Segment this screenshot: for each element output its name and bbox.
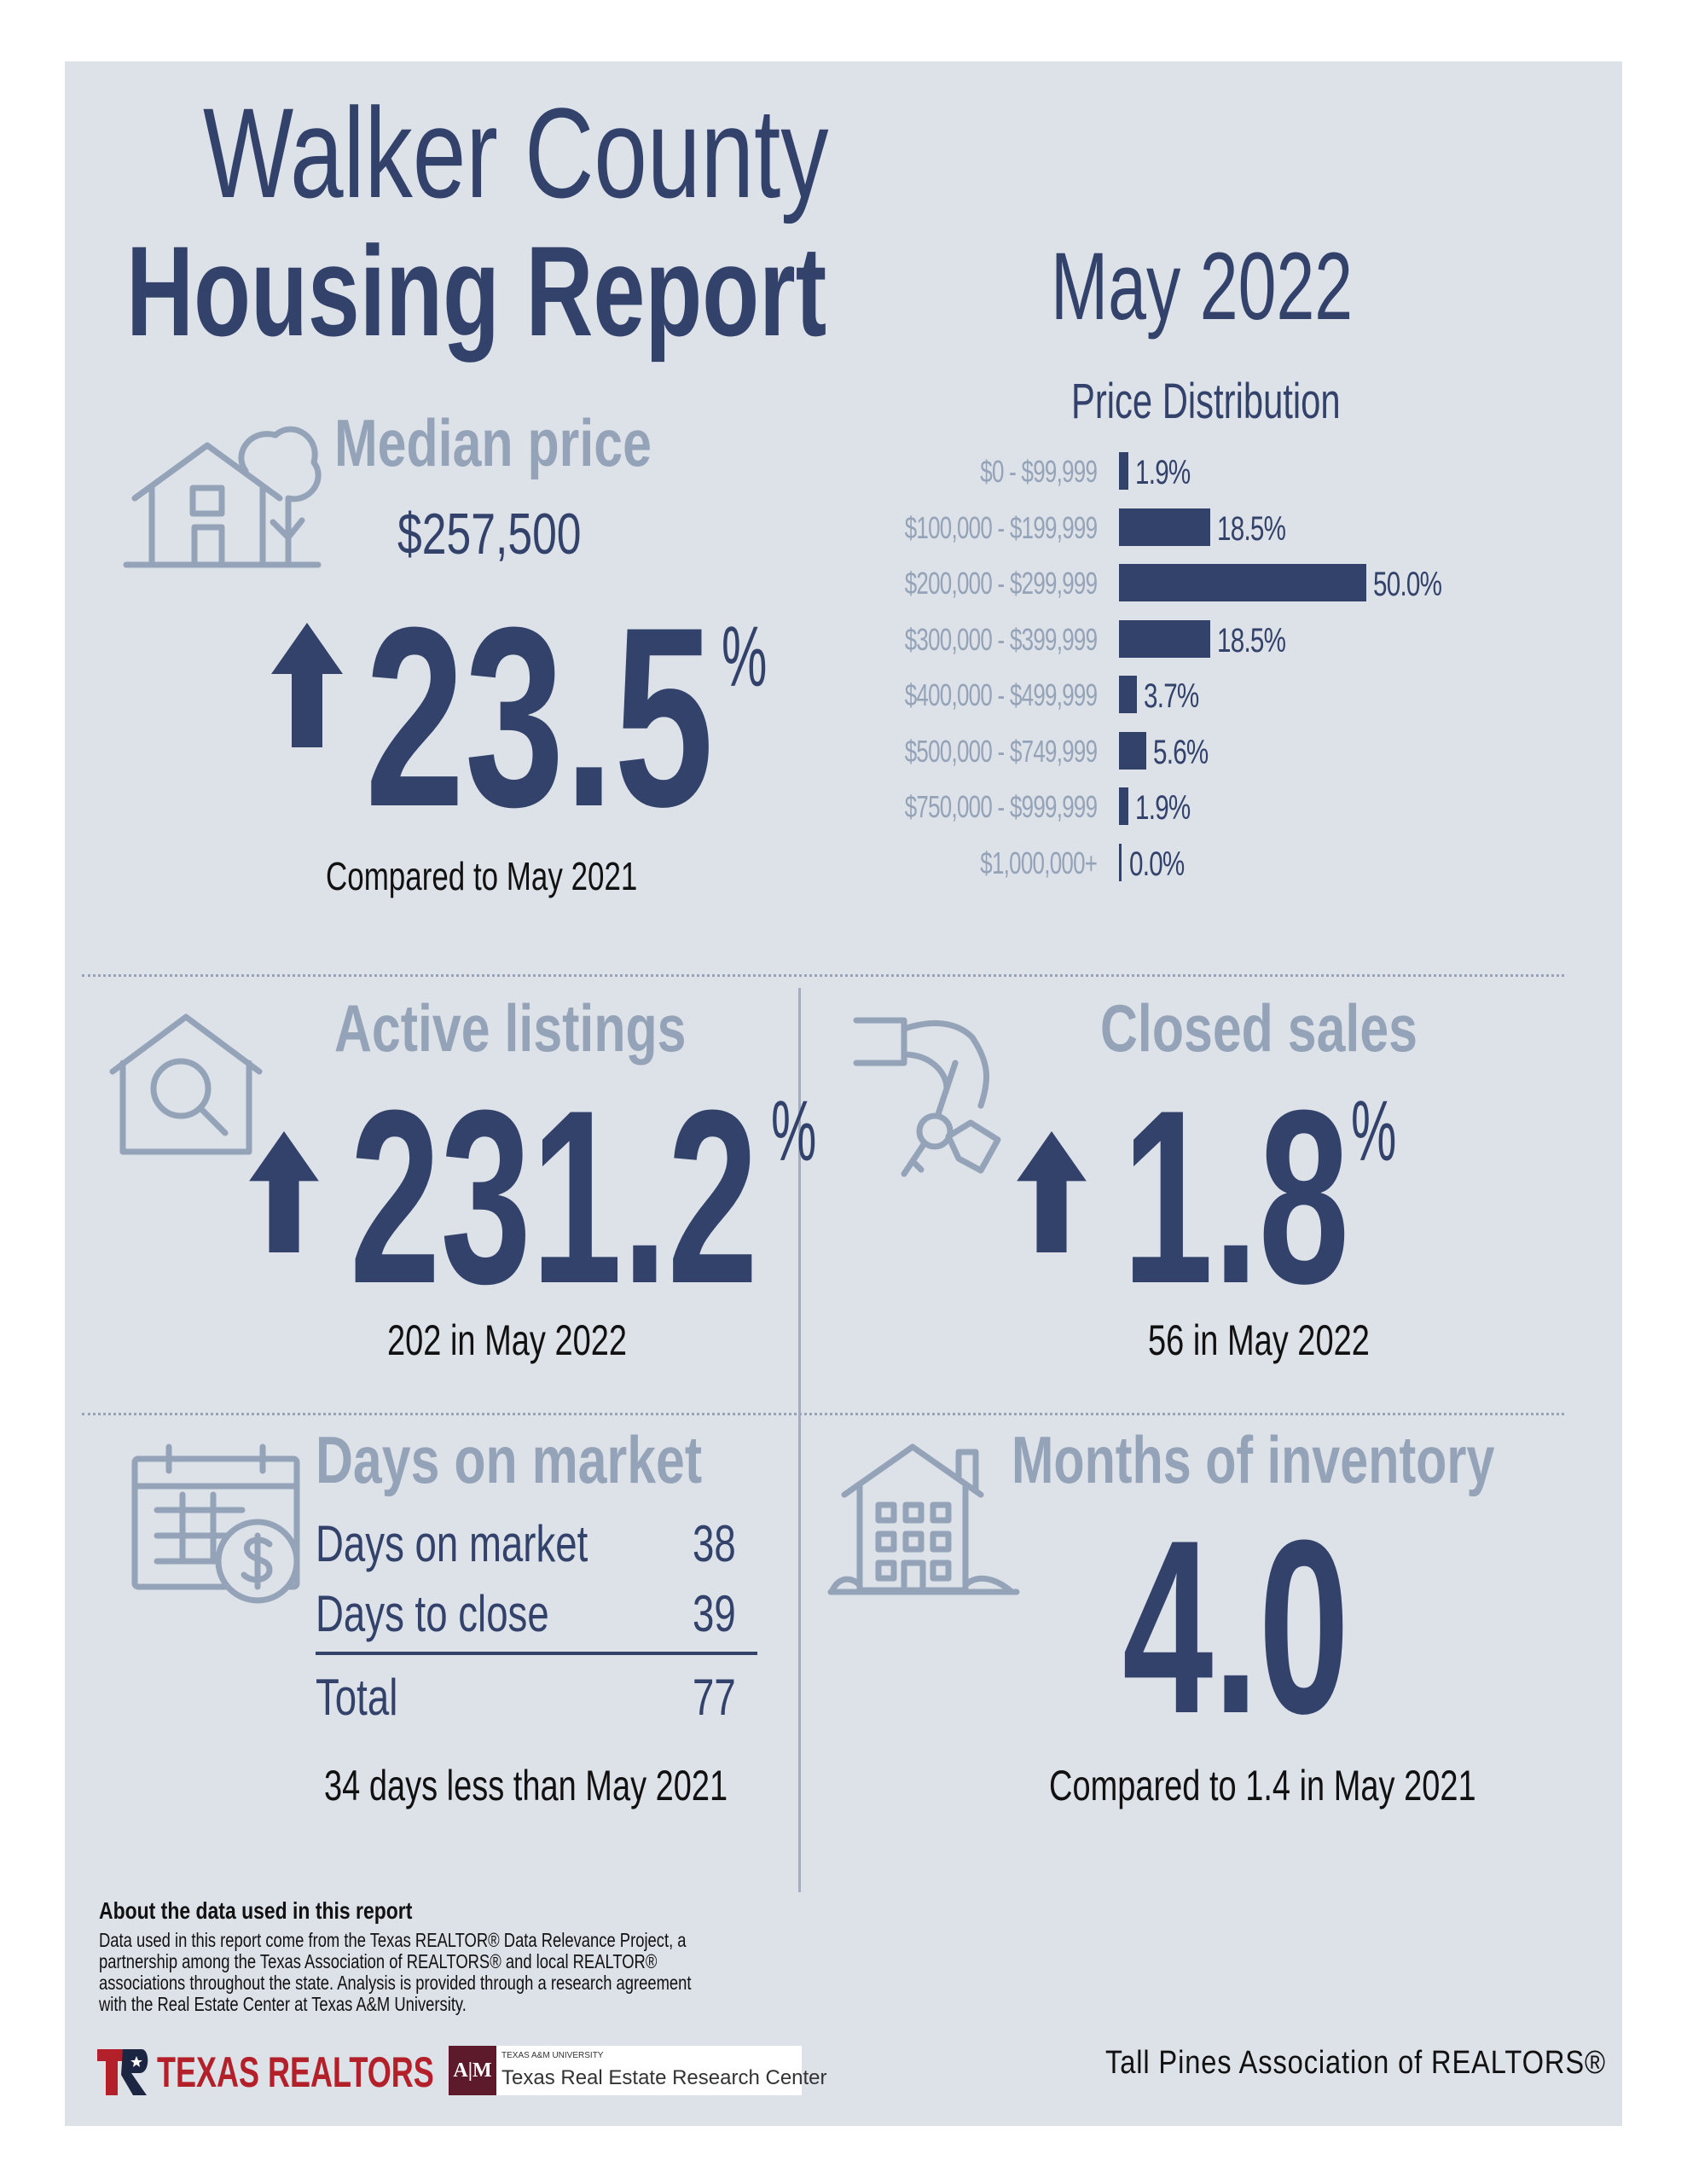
price-bin-value: 18.5% (1217, 621, 1286, 659)
price-bin-label: $400,000 - $499,999 (904, 677, 1097, 712)
apartment-building-icon (827, 1440, 1020, 1606)
about-line-2: associations throughout the state. Analy… (99, 1972, 692, 1994)
price-bin-bar (1119, 564, 1366, 601)
price-bin-value: 1.9% (1135, 454, 1191, 491)
active-listings-heading: Active listings (334, 990, 687, 1066)
price-bin-label: $100,000 - $199,999 (904, 509, 1097, 545)
about-line-0: Data used in this report come from the T… (99, 1929, 687, 1951)
months-inventory-value: 4.0 (1122, 1489, 1350, 1765)
price-bin-label: $500,000 - $749,999 (904, 733, 1097, 769)
closed-sales-percent: % (1351, 1083, 1397, 1179)
title-line-1: Walker County (203, 81, 829, 224)
median-price-up-arrow-icon (271, 623, 343, 752)
report-period: May 2022 (1051, 233, 1354, 340)
median-price-value: $257,500 (397, 502, 582, 566)
dom-row-label-1: Days to close (316, 1585, 549, 1642)
days-on-market-note: 34 days less than May 2021 (324, 1762, 728, 1809)
house-search-icon (109, 1012, 263, 1161)
about-line-3: with the Real Estate Center at Texas A&M… (99, 1993, 467, 2015)
closed-sales-note: 56 in May 2022 (1148, 1316, 1370, 1364)
price-bin-label: $0 - $99,999 (980, 454, 1098, 489)
median-price-percent: % (722, 609, 768, 705)
price-bin-bar (1119, 676, 1138, 713)
months-inventory-heading: Months of inventory (1012, 1422, 1495, 1497)
price-bin-value: 3.7% (1144, 677, 1199, 715)
tamu-logo-small-text: TEXAS A&M UNIVERSITY (501, 2051, 604, 2060)
hand-keys-icon (853, 1012, 1023, 1195)
days-on-market-heading: Days on market (316, 1422, 703, 1497)
price-distribution-heading: Price Distribution (1071, 374, 1341, 429)
title-line-2: Housing Report (126, 219, 827, 363)
price-bin-bar (1119, 452, 1129, 490)
dom-total-rule (316, 1652, 757, 1655)
active-listings-up-arrow-icon (249, 1131, 319, 1257)
closed-sales-heading: Closed sales (1100, 990, 1417, 1066)
dom-row-label-0: Days on market (316, 1515, 588, 1572)
price-bin-label: $1,000,000+ (980, 845, 1098, 880)
dom-row-value-0: 38 (693, 1515, 736, 1572)
dom-row-value-1: 39 (693, 1585, 736, 1642)
price-bin-bar (1119, 843, 1122, 881)
price-bin-value: 18.5% (1217, 509, 1286, 548)
tamu-logo-main-text: Texas Real Estate Research Center (501, 2066, 827, 2089)
price-distribution-chart: $0 - $99,999 $100,000 - $199,999 $200,000 … (802, 452, 1569, 896)
price-bin-label: $200,000 - $299,999 (904, 566, 1097, 601)
tamu-logo: A|M TEXAS A&M UNIVERSITY Texas Real Esta… (449, 2046, 827, 2095)
divider-top (82, 974, 1564, 977)
price-bin-value: 1.9% (1135, 789, 1191, 827)
price-bin-value: 50.0% (1373, 566, 1442, 603)
price-bin-value: 0.0% (1129, 845, 1185, 883)
months-inventory-note: Compared to 1.4 in May 2021 (1049, 1762, 1476, 1809)
about-heading: About the data used in this report (99, 1897, 413, 1924)
texas-realtors-mark-icon (97, 2049, 148, 2095)
closed-sales-change: 1.8 (1122, 1059, 1350, 1335)
tamu-mark-icon: A|M (449, 2046, 496, 2095)
active-listings-change: 231.2 (350, 1059, 758, 1335)
price-bin-bar (1119, 787, 1129, 825)
association-name: Tall Pines Association of REALTORS® (1105, 2045, 1606, 2081)
divider-vertical (798, 988, 801, 1892)
texas-realtors-logo-text: TEXAS REALTORS (157, 2048, 434, 2096)
report-panel (65, 61, 1622, 2126)
median-price-change: 23.5 (365, 573, 714, 860)
active-listings-percent: % (771, 1083, 817, 1179)
price-bin-value: 5.6% (1153, 733, 1209, 771)
price-bin-bar (1119, 619, 1211, 658)
price-bin-bar (1119, 508, 1211, 546)
dom-total-label: Total (316, 1669, 398, 1726)
price-bin-bar (1119, 731, 1147, 770)
house-tree-icon (123, 420, 322, 578)
about-text: Data used in this report come from the T… (99, 1930, 692, 2015)
median-price-comparison: Compared to May 2021 (326, 854, 638, 898)
price-bin-label: $750,000 - $999,999 (904, 789, 1097, 824)
price-bin-label: $300,000 - $399,999 (904, 621, 1097, 657)
active-listings-note: 202 in May 2022 (387, 1316, 627, 1364)
about-line-1: partnership among the Texas Association … (99, 1950, 658, 1972)
closed-sales-up-arrow-icon (1017, 1131, 1087, 1257)
dom-total-value: 77 (693, 1669, 736, 1726)
divider-middle (82, 1413, 1564, 1415)
median-price-heading: Median price (334, 405, 652, 480)
calendar-dollar-icon (131, 1442, 302, 1608)
